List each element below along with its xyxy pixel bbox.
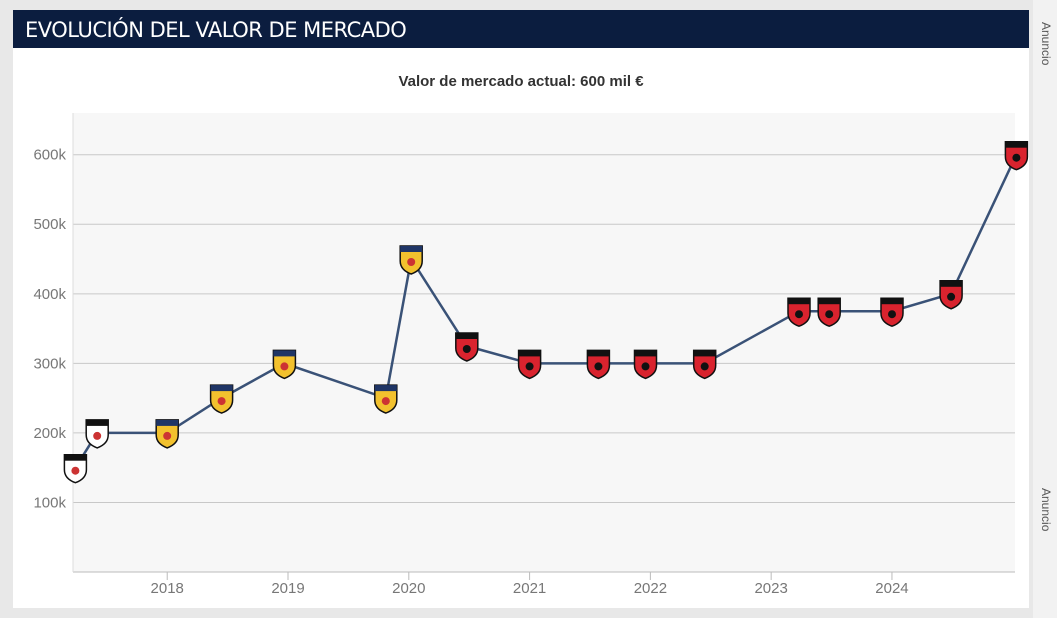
crest-band <box>881 298 903 305</box>
crest-center <box>93 431 102 440</box>
club-marker <box>374 384 398 414</box>
club-marker <box>85 419 109 449</box>
crest-center <box>525 362 534 371</box>
club-marker <box>209 384 234 414</box>
x-tick-label: 2023 <box>754 580 787 597</box>
x-tick-label: 2021 <box>513 580 546 597</box>
crest-center <box>71 466 80 475</box>
crest-band <box>634 350 657 357</box>
crest-band <box>273 350 296 357</box>
crest-center <box>407 258 416 266</box>
club-marker <box>155 419 179 449</box>
club-marker <box>817 297 841 327</box>
ad-label: Anuncio <box>1039 22 1053 66</box>
crest-center <box>280 362 289 371</box>
club-marker <box>633 349 658 380</box>
crest-band <box>587 350 610 357</box>
x-tick-label: 2020 <box>392 580 425 597</box>
club-marker <box>399 245 423 275</box>
club-marker <box>455 332 479 362</box>
y-tick-label: 100k <box>33 494 66 511</box>
crest-band <box>86 419 109 426</box>
x-tick-label: 2018 <box>151 580 184 597</box>
x-tick-label: 2022 <box>634 580 667 597</box>
crest-center <box>641 362 650 371</box>
crest-band <box>940 280 963 287</box>
crest-center <box>163 431 172 440</box>
club-marker <box>1004 140 1029 171</box>
crest-center <box>825 310 834 319</box>
crest-center <box>700 362 709 371</box>
club-marker <box>517 349 542 380</box>
club-marker <box>880 297 904 327</box>
crest-band <box>788 298 810 305</box>
crest-center <box>217 397 226 406</box>
crest-center <box>795 310 803 319</box>
sidebar: Anuncio Anuncio <box>1033 0 1057 618</box>
chart-subtitle: Valor de mercado actual: 600 mil € <box>398 73 644 90</box>
crest-center <box>947 292 956 301</box>
crest-band <box>818 298 841 305</box>
x-tick-label: 2019 <box>271 580 304 597</box>
crest-center <box>594 362 603 371</box>
crest-center <box>381 397 390 406</box>
plot-area <box>73 113 1015 572</box>
ad-label: Anuncio <box>1039 488 1053 532</box>
club-marker <box>787 297 811 327</box>
y-tick-label: 400k <box>33 286 66 303</box>
crest-band <box>400 246 423 252</box>
x-tick-label: 2024 <box>875 580 908 597</box>
club-marker <box>63 453 88 484</box>
club-marker <box>692 349 717 380</box>
crest-band <box>210 385 233 392</box>
y-tick-label: 200k <box>33 425 66 442</box>
y-tick-label: 500k <box>33 216 66 233</box>
crest-center <box>888 310 896 319</box>
crest-center <box>462 345 471 353</box>
crest-center <box>1012 153 1021 162</box>
crest-band <box>64 454 87 461</box>
club-marker <box>272 349 297 380</box>
crest-band <box>693 350 716 357</box>
crest-band <box>1005 141 1028 148</box>
crest-band <box>455 333 478 339</box>
crest-band <box>156 419 179 426</box>
club-marker <box>586 349 611 380</box>
club-marker <box>939 280 963 310</box>
crest-band <box>374 385 397 392</box>
header-title: EVOLUCIÓN DEL VALOR DE MERCADO <box>13 10 1029 48</box>
y-tick-label: 300k <box>33 355 66 372</box>
crest-band <box>518 350 541 357</box>
y-tick-label: 600k <box>33 147 66 164</box>
